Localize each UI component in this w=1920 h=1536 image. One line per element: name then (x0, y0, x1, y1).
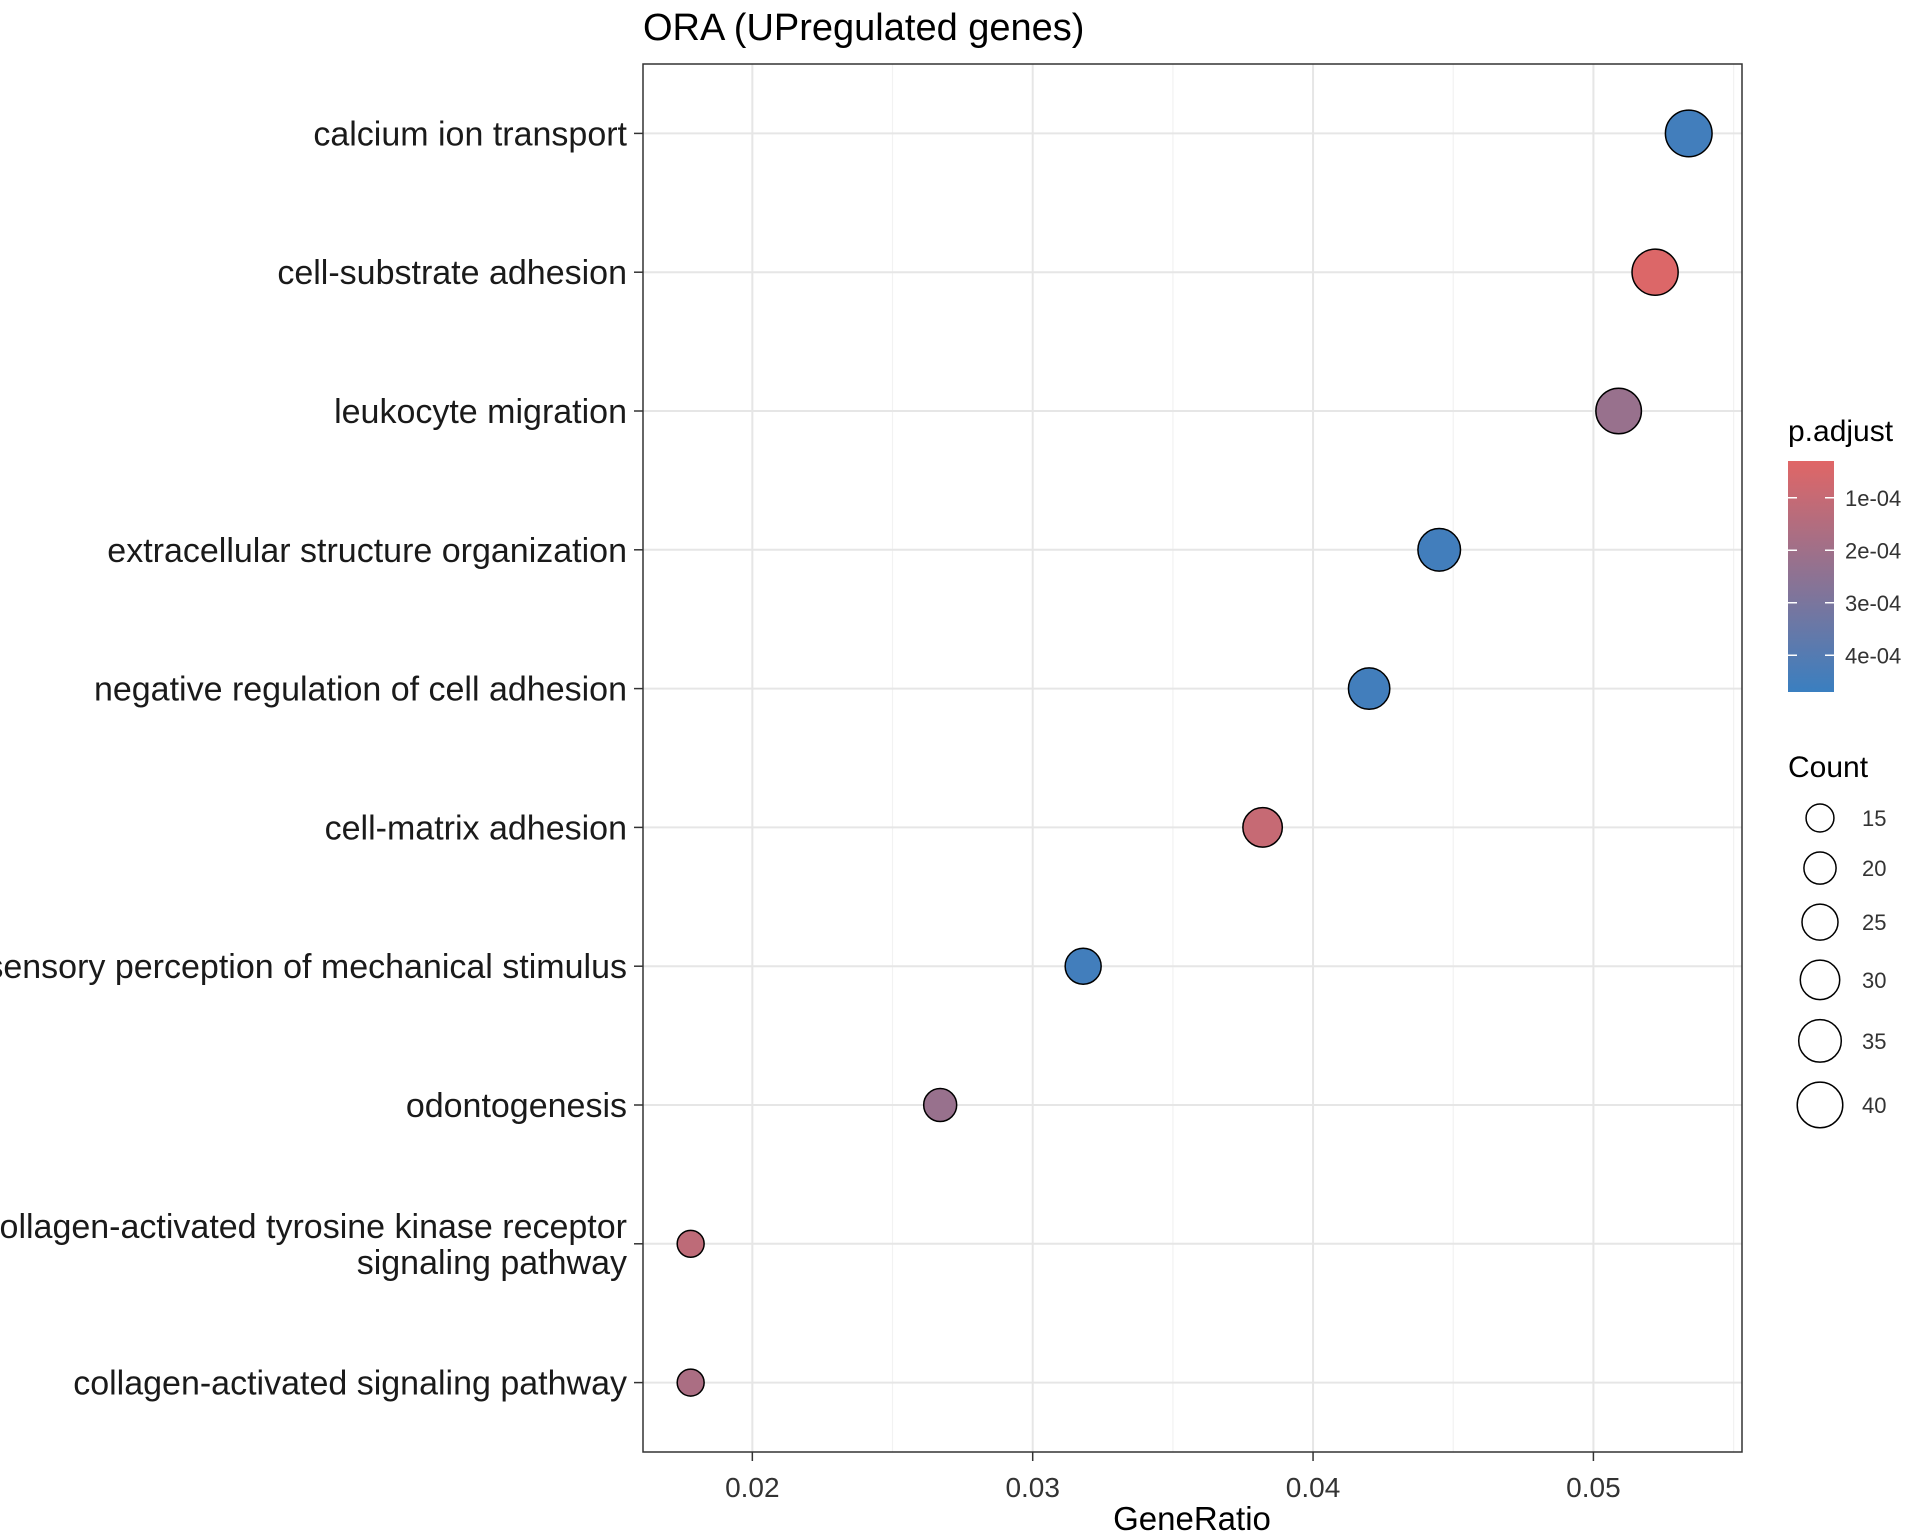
plot-panel-border (642, 63, 1743, 1453)
x-axis-title: GeneRatio (1113, 1500, 1271, 1536)
size-legend-label: 30 (1862, 968, 1886, 993)
size-legend-title: Count (1788, 751, 1869, 784)
term-label: sensory perception of mechanical stimulu… (0, 948, 627, 986)
size-legend: Count 15 20 25 30 35 40 (1788, 751, 1886, 1129)
x-tick-label: 0.05 (1566, 1472, 1621, 1503)
chart-title: ORA (UPregulated genes) (643, 7, 1084, 49)
size-legend-label: 40 (1862, 1093, 1886, 1118)
data-point (1664, 109, 1713, 158)
size-legend-circle (1796, 1081, 1844, 1129)
color-legend-title: p.adjust (1788, 415, 1894, 448)
data-point (1242, 806, 1284, 848)
grid-lines (643, 64, 1742, 1452)
term-label: odontogenesis (406, 1087, 627, 1125)
x-tick-label: 0.02 (725, 1472, 780, 1503)
term-label: cell-matrix adhesion (325, 809, 627, 847)
size-legend-label: 35 (1862, 1029, 1886, 1054)
data-point (676, 1368, 705, 1397)
term-label: cell-substrate adhesion (277, 254, 627, 292)
term-label: collagen-activated tyrosine kinase recep… (0, 1208, 627, 1246)
data-point (1595, 387, 1643, 435)
x-tick-label: 0.03 (1005, 1472, 1060, 1503)
size-legend-circle (1803, 851, 1837, 885)
term-label: extracellular structure organization (107, 532, 627, 570)
data-point (1064, 947, 1102, 985)
color-legend-bar (1788, 461, 1834, 692)
data-points (676, 109, 1713, 1397)
size-legend-circle (1797, 1018, 1843, 1063)
data-point (1417, 527, 1462, 572)
size-legend-label: 25 (1862, 910, 1886, 935)
color-legend-label: 1e-04 (1845, 486, 1901, 511)
data-point (676, 1229, 705, 1259)
color-legend-label: 2e-04 (1845, 538, 1901, 563)
term-label: calcium ion transport (313, 115, 627, 153)
x-tick-label: 0.04 (1286, 1472, 1341, 1503)
term-label: negative regulation of cell adhesion (94, 671, 627, 709)
color-legend-label: 3e-04 (1845, 591, 1901, 616)
color-legend-label: 4e-04 (1845, 643, 1901, 668)
color-legend: p.adjust 1e-04 2e-04 3e-04 4e-04 (1788, 415, 1901, 692)
y-axis-term-labels: calcium ion transport cell-substrate adhe… (0, 115, 643, 1403)
size-legend-circle (1801, 903, 1839, 941)
data-point (1347, 667, 1391, 711)
size-legend-circle (1805, 803, 1835, 833)
data-point (1631, 248, 1679, 297)
x-axis-ticks: 0.02 0.03 0.04 0.05 (725, 1452, 1621, 1503)
size-legend-label: 15 (1862, 806, 1886, 831)
term-label: leukocyte migration (334, 393, 627, 431)
term-label: collagen-activated signaling pathway (73, 1365, 627, 1403)
term-label: signaling pathway (357, 1244, 627, 1282)
size-legend-circle (1799, 959, 1841, 1001)
size-legend-label: 20 (1862, 856, 1886, 881)
data-point (922, 1087, 958, 1123)
